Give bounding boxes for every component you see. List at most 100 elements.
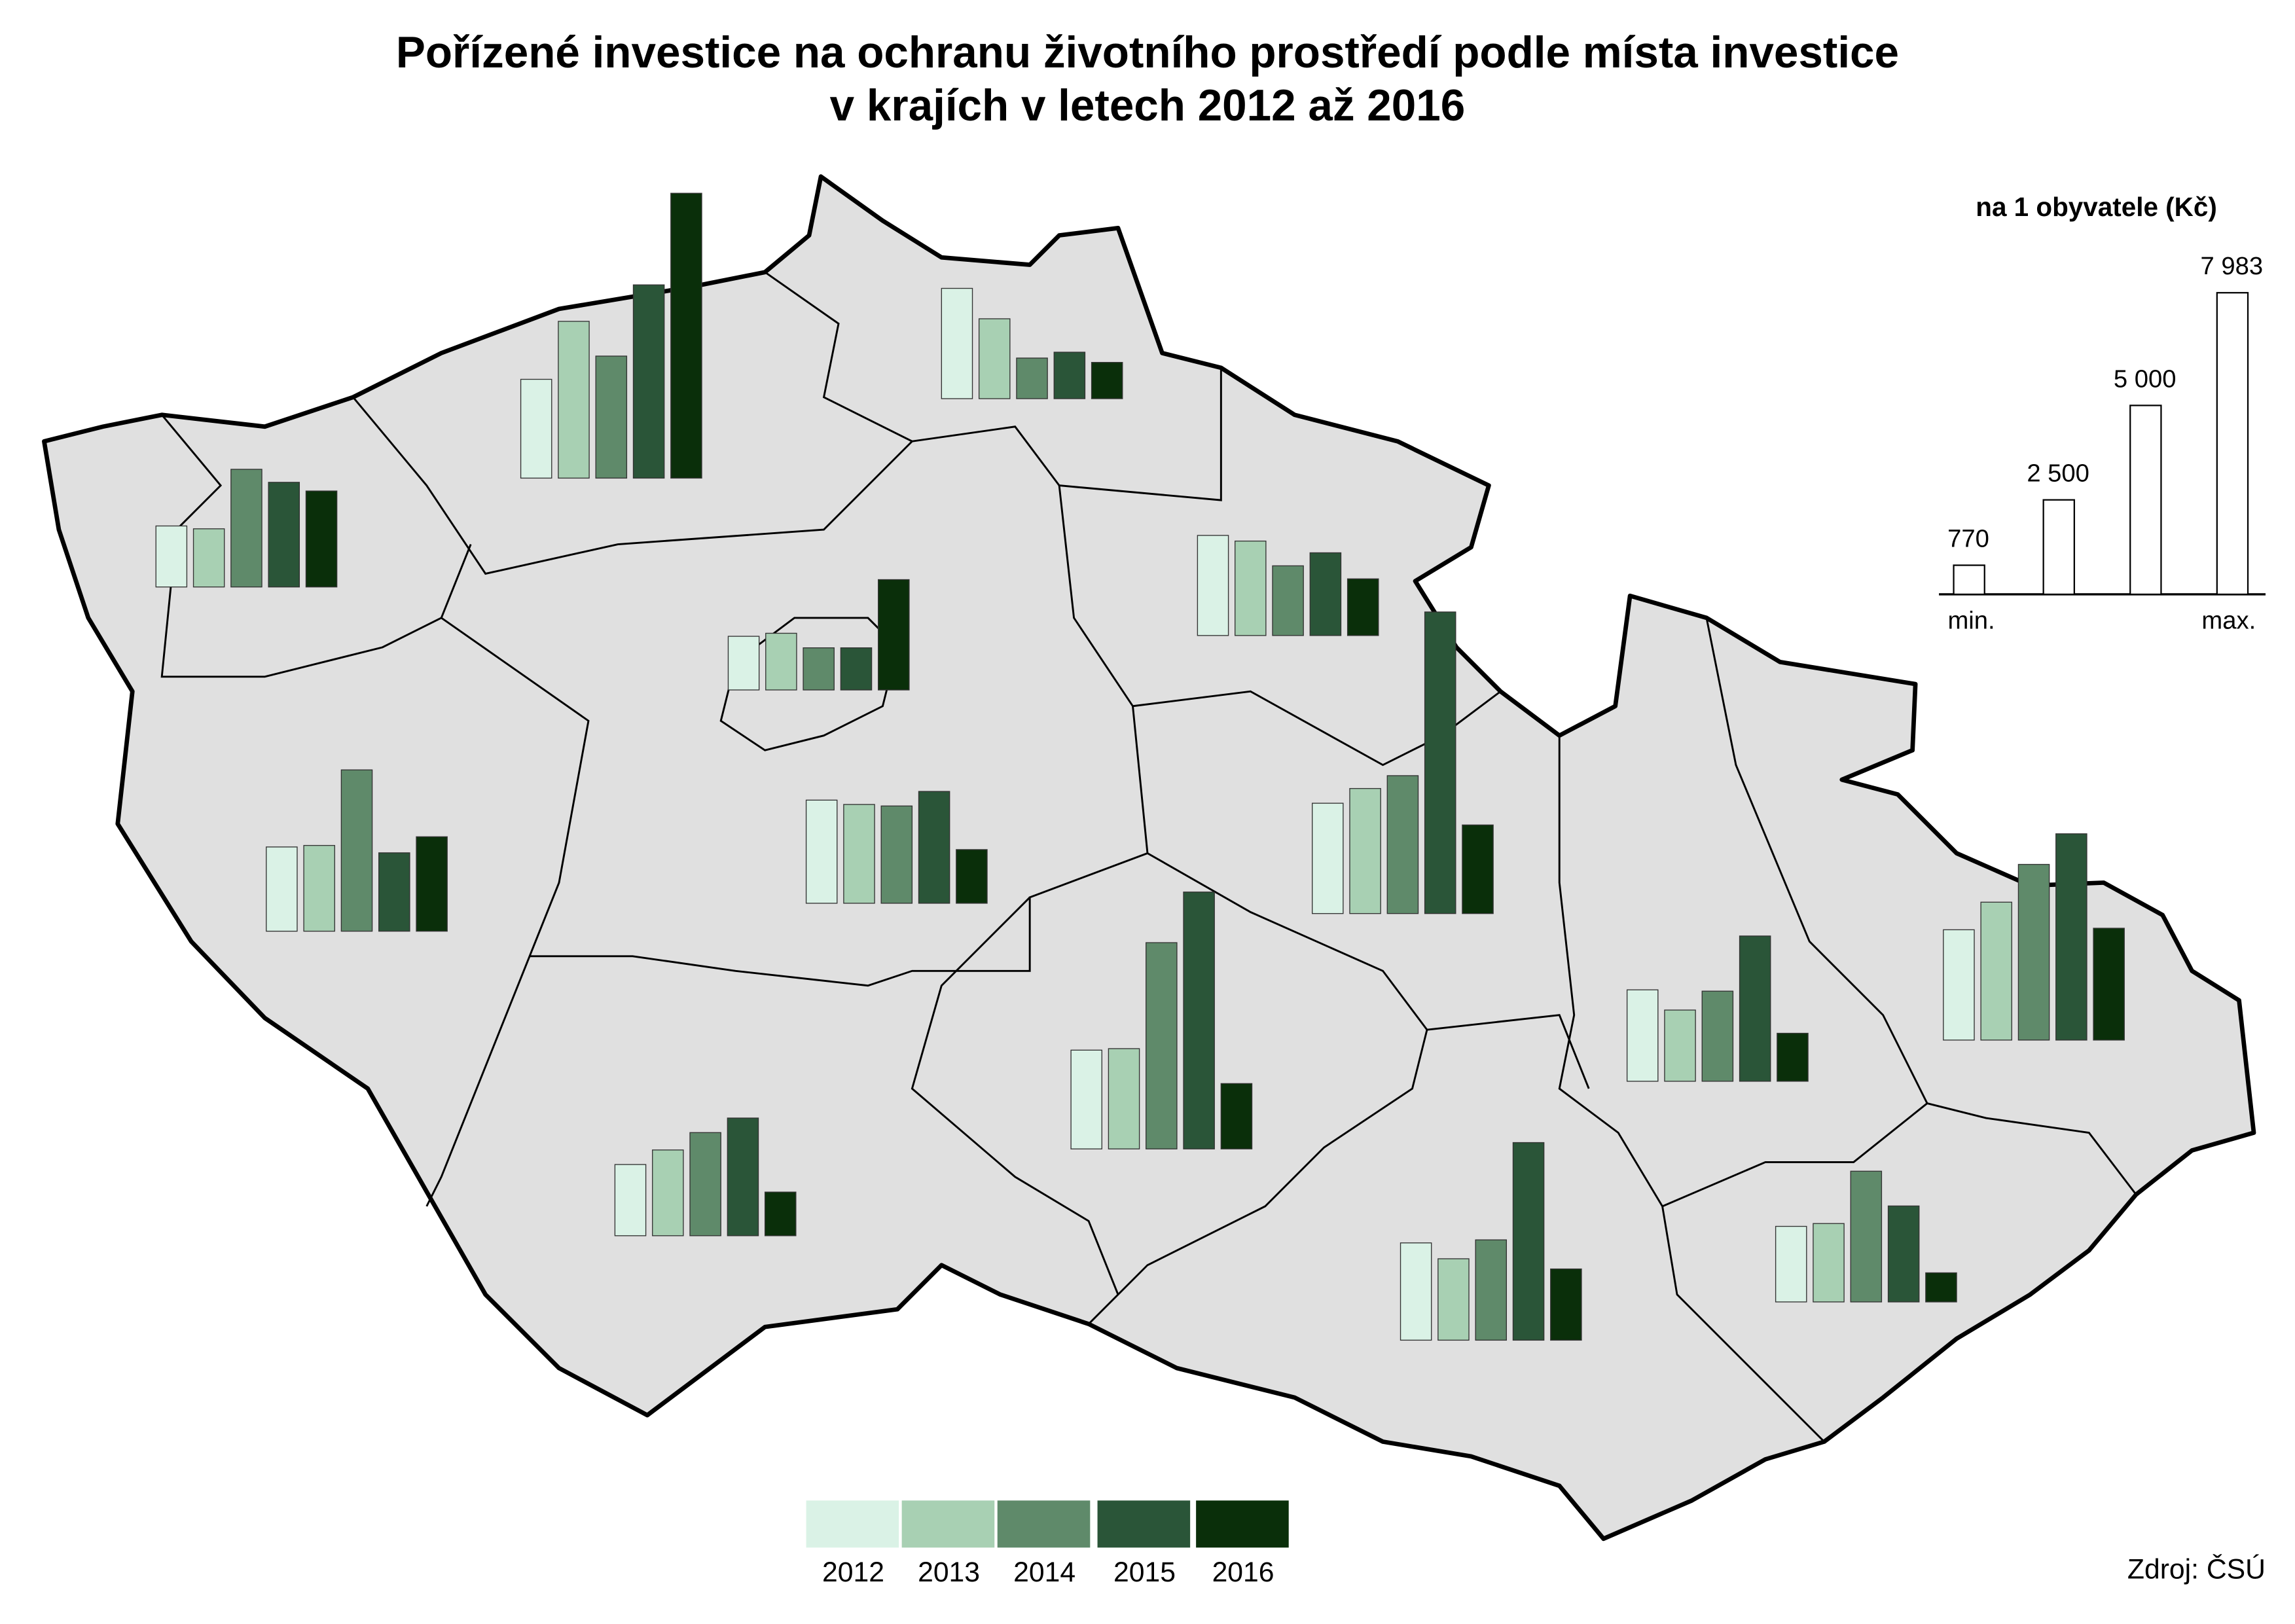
bar [614,1164,647,1236]
bar [1016,357,1048,399]
region-border [352,367,1222,575]
scale-bar [2042,499,2075,596]
bar [1053,352,1086,399]
bar [230,469,262,588]
bar [2055,833,2087,1041]
bar [416,836,448,932]
bar [303,844,335,932]
bar [765,632,797,691]
bar [1701,990,1734,1082]
bar [2093,928,2125,1041]
bar [652,1149,684,1236]
bar [670,192,702,479]
bar [941,287,973,399]
region-border [1926,1102,2137,1195]
bar [1146,942,1178,1149]
region-border [425,617,590,1207]
bar [764,1191,797,1236]
bar [1349,787,1381,914]
bar [192,528,225,588]
legend-label: 2014 [1013,1557,1075,1588]
legend-swatch [1196,1500,1289,1548]
bar [1462,824,1494,914]
bar [1400,1242,1432,1341]
scale-title: na 1 obyvatele (Kč) [1976,192,2217,222]
bar [978,318,1011,399]
bar [266,846,298,932]
chart-title: v krajích v letech 2012 až 2016 [830,81,1466,130]
bar [1550,1268,1582,1341]
bar [1813,1223,1845,1303]
bar [1220,1083,1253,1149]
bar [1437,1258,1470,1341]
map-layer [42,174,2256,1542]
bar [1512,1142,1545,1341]
legend-swatch [1097,1500,1191,1548]
bar [840,647,873,691]
bar [805,799,838,904]
region-border [1426,1014,1590,1089]
scale-value-label: 2 500 [2027,460,2089,488]
scale-bar [2216,292,2249,596]
region-border [764,271,913,442]
text-layer: Pořízené investice na ochranu životního … [396,28,2266,1585]
bar [727,636,760,691]
country [42,174,2256,1542]
scale-value-label: 7 983 [2201,252,2264,280]
bar [1925,1272,1957,1303]
bar [843,804,875,904]
source: Zdroj: ČSÚ [2127,1554,2266,1585]
bar [1887,1205,1920,1303]
bar [305,490,338,588]
scale-max-label: max. [2201,607,2256,635]
region-borders [160,271,2137,1443]
region-border [1558,735,1825,1443]
marks-layer: 770 2 500 5 000 7 983 2012 2013 2014 2015 2016 [155,192,2264,1588]
bar [595,355,628,479]
bar [155,525,188,588]
bar [1183,892,1215,1149]
scale-value-label: 5 000 [2114,365,2177,393]
region-border [1661,617,1928,1208]
bar [878,579,910,691]
bar [1070,1049,1102,1149]
bar [1108,1048,1140,1149]
bar [1943,929,1975,1041]
bar [918,791,950,904]
bar [1235,540,1267,636]
bar [520,378,552,479]
bar [1309,552,1342,636]
bar [956,849,988,904]
bar [1312,803,1344,914]
bar [880,805,913,904]
legend-swatch [997,1500,1091,1548]
bar [1386,775,1419,914]
bar [632,284,665,479]
bar [1739,935,1771,1082]
region-border [1132,690,1502,767]
bar [803,647,835,691]
bar [1850,1170,1883,1303]
scale-value-label: 770 [1947,524,1989,552]
region-border [160,414,472,678]
bar [268,482,300,588]
bar [727,1117,759,1236]
bar [378,852,410,932]
bar [1980,901,2012,1041]
bar [1777,1032,1809,1082]
bar [1346,578,1379,636]
bar [1272,565,1304,636]
bar [1775,1225,1807,1303]
region-border [719,617,899,751]
legend-swatch [901,1500,995,1548]
chart-title: Pořízené investice na ochranu životního … [396,28,1899,77]
region-border [1088,852,1428,1325]
bar [558,321,590,479]
bar [689,1132,721,1236]
bar [1475,1239,1508,1341]
scale-min-label: min. [1947,607,1995,635]
legend-label: 2013 [918,1557,980,1588]
scale-bar [2129,405,2162,596]
bar [2017,863,2050,1041]
